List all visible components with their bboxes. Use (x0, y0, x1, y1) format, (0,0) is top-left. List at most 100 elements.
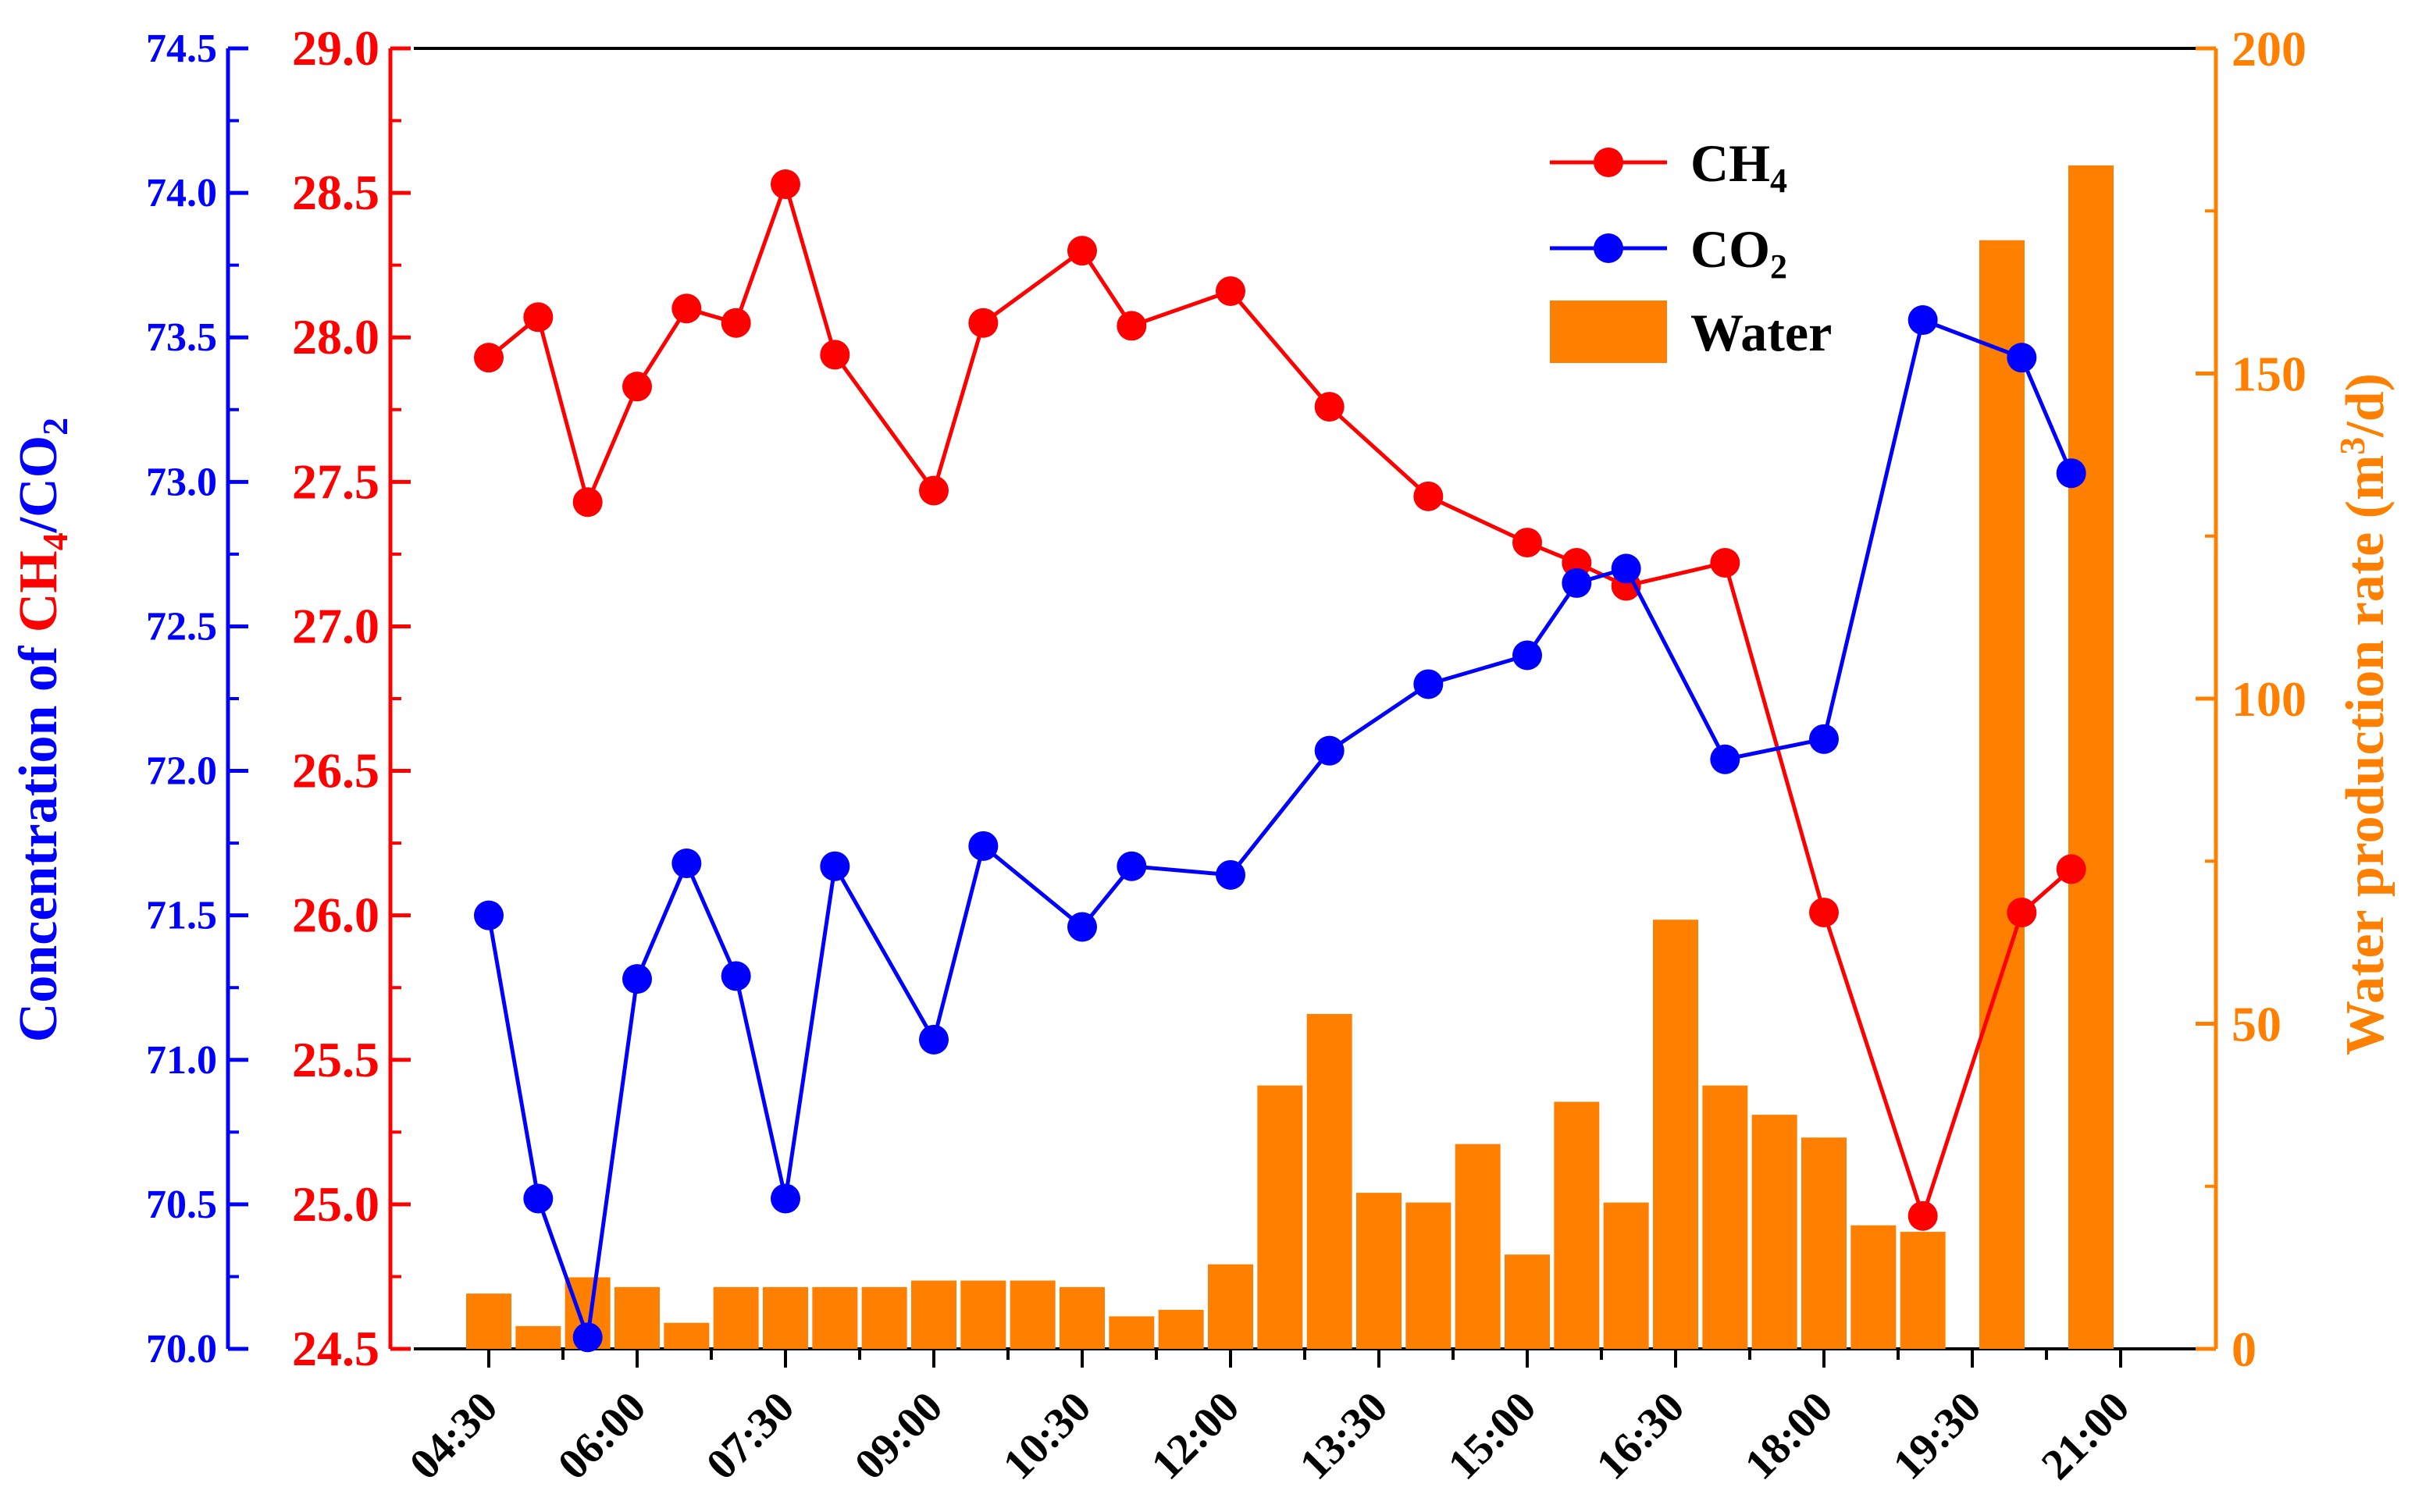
legend-water-label: Water (1690, 303, 1832, 362)
ch4-point (1314, 392, 1345, 422)
right-axis-title-text: Water production rate (m (2335, 455, 2395, 1055)
x-tick-label: 13:30 (1291, 1382, 1397, 1489)
water-bar (1653, 920, 1698, 1349)
water-bar (1208, 1264, 1253, 1349)
water-bar (1455, 1144, 1501, 1349)
co2-point (2056, 458, 2086, 489)
water-bar (1306, 1014, 1352, 1349)
water-bar (1751, 1115, 1797, 1349)
series-lines (474, 169, 2086, 1353)
co2-point (523, 1183, 554, 1214)
x-tick-label: 18:00 (1736, 1382, 1842, 1489)
x-tick-label: 21:00 (2032, 1382, 2139, 1489)
co2-point (1907, 305, 1938, 336)
ch4-point (1809, 897, 1839, 927)
left-axis-title-ch4: CH (9, 550, 69, 632)
ch4-point (1710, 547, 1740, 578)
legend-ch4-name: CH (1690, 133, 1770, 193)
x-tick-label: 07:30 (697, 1382, 803, 1489)
co2-point (622, 964, 652, 994)
left-axis-title-co2-sub: 2 (35, 418, 75, 436)
right-axis-title-end: /d) (2335, 373, 2395, 438)
ch4-point (2056, 854, 2086, 884)
ch4-tick-label: 26.5 (292, 743, 379, 799)
water-bar (1900, 1232, 1946, 1349)
ch4-point (1216, 276, 1245, 306)
left-axis-title-prefix: Concentration of (9, 632, 69, 1042)
water-tick-label: 150 (2232, 347, 2306, 402)
co2-point (968, 831, 999, 861)
legend-co2-marker (1594, 233, 1623, 263)
co2-tick-label: 72.5 (146, 604, 217, 649)
ch4-point (1117, 311, 1147, 341)
water-tick-label: 50 (2232, 997, 2281, 1052)
water-bar (1257, 1085, 1303, 1349)
right-axis-title-sup: 3 (2332, 437, 2372, 455)
co2-point (1314, 735, 1345, 766)
water-bar (614, 1286, 660, 1349)
co2-point (1067, 912, 1097, 942)
legend-co2-name: CO (1690, 219, 1770, 279)
x-tick-label: 09:00 (846, 1382, 952, 1489)
legend-ch4-label: CH4 (1690, 133, 1787, 200)
x-tick-label: 12:00 (1142, 1382, 1248, 1489)
ch4-tick-label: 28.0 (292, 309, 379, 365)
co2-tick-label: 74.0 (146, 171, 217, 215)
co2-point (474, 900, 504, 930)
x-tick-label: 16:30 (1587, 1382, 1694, 1489)
co2-point (1512, 640, 1542, 671)
co2-point (671, 848, 702, 879)
co2-tick-label: 70.5 (146, 1183, 217, 1227)
co2-point (2007, 343, 2037, 373)
ch4-tick-label: 27.0 (292, 598, 379, 653)
water-bar (1554, 1101, 1600, 1349)
co2-tick-label: 73.5 (146, 315, 217, 360)
water-bar (2068, 165, 2114, 1350)
water-bar (1109, 1316, 1155, 1349)
water-bar (1010, 1280, 1056, 1349)
co2-tick-label: 71.5 (146, 894, 217, 938)
ch4-point (2007, 897, 2037, 927)
co2-point (1216, 859, 1245, 890)
water-bar (861, 1286, 907, 1349)
co2-tick-label: 73.0 (146, 460, 217, 504)
water-bar (1702, 1085, 1748, 1349)
ch4-point (771, 169, 800, 200)
water-bar (960, 1280, 1006, 1349)
x-tick-label: 04:30 (401, 1382, 507, 1489)
ch4-tick-label: 24.5 (292, 1321, 379, 1376)
ch4-point (820, 340, 850, 370)
left-axis-title-co2: /CO (9, 436, 69, 533)
water-bar (1603, 1202, 1649, 1349)
legend-water-swatch (1550, 301, 1667, 363)
water-bar (1801, 1137, 1847, 1349)
water-bar (1979, 240, 2025, 1349)
left-axis-title: Concentration of CH4/CO2 (9, 418, 75, 1042)
axes: 70.0 70.5 71.0 71.5 72.0 72.5 73.0 73.5 74.0 74.5… (9, 20, 2395, 1489)
ch4-tick-label: 27.5 (292, 454, 379, 509)
co2-tick-label: 71.0 (146, 1038, 217, 1083)
ch4-point (1512, 528, 1542, 558)
water-bar (812, 1286, 858, 1349)
water-bar (911, 1280, 956, 1349)
co2-point (919, 1024, 949, 1055)
water-tick-label: 200 (2232, 21, 2306, 76)
x-tick-label: 06:00 (549, 1382, 655, 1489)
ch4-point (968, 308, 999, 338)
ch4-tick-label: 28.5 (292, 165, 379, 220)
ch4-point (523, 302, 554, 333)
co2-point (721, 961, 751, 991)
right-axis-title: Water production rate (m3/d) (2332, 373, 2395, 1055)
co2-point (1611, 553, 1641, 584)
legend-ch4-sub: 4 (1770, 162, 1787, 200)
ch4-point (1067, 236, 1097, 266)
co2-point (1809, 724, 1839, 754)
x-tick-label: 19:30 (1884, 1382, 1990, 1489)
water-bar (1060, 1286, 1105, 1349)
legend-ch4-marker (1594, 148, 1623, 177)
left-axis-title-ch4-sub: 4 (35, 532, 75, 550)
co2-point (572, 1322, 603, 1353)
water-bar (1850, 1225, 1897, 1349)
